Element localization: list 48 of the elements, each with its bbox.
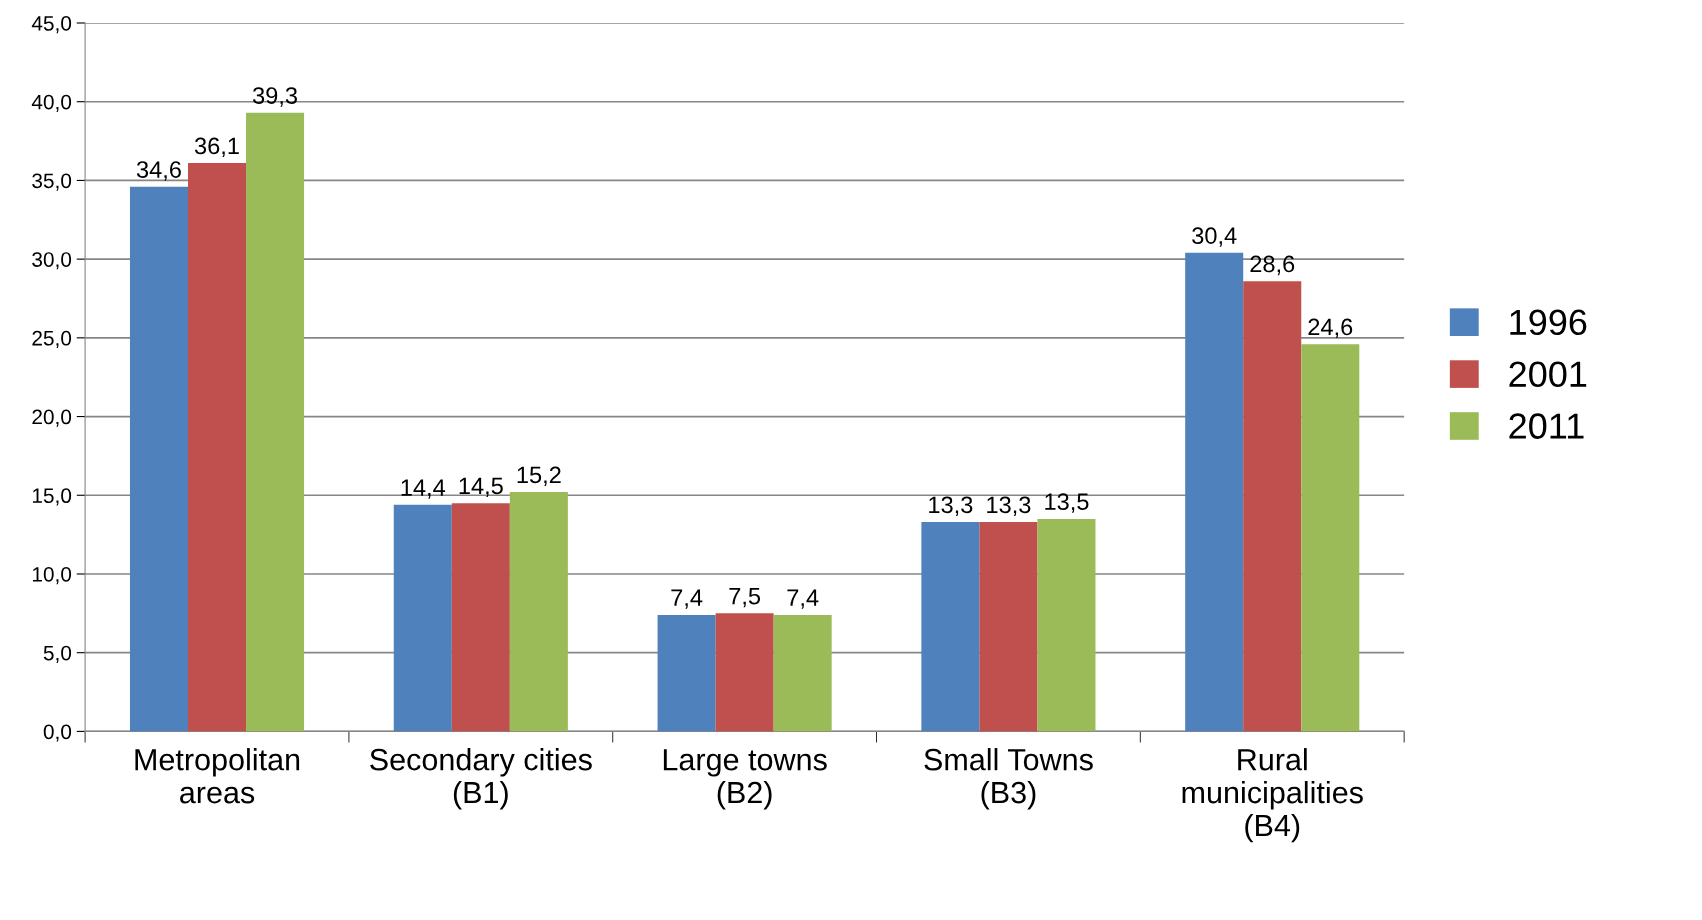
x-tick-label: Metropolitan areas [135,748,300,804]
data-label: 15,2 [517,466,561,487]
y-tick-label: 20,0 [32,409,72,427]
data-label: 13,3 [987,496,1031,516]
bar [1301,344,1360,732]
data-label: 7,4 [787,589,819,609]
data-label: 30,4 [1192,227,1237,247]
y-tick-label: 45,0 [31,16,72,34]
data-label: 14,5 [459,477,503,498]
data-label: 24,6 [1308,318,1353,339]
bar [921,522,980,732]
y-tick-label: 40,0 [31,94,72,112]
bar [509,492,568,732]
x-tick-label: Secondary cities (B1) [370,748,592,810]
data-label: 28,6 [1250,255,1295,276]
legend-label: 2011 [1509,413,1584,439]
y-tick-label: 5,0 [43,645,72,663]
y-tick-label: 30,0 [32,252,72,270]
legend-label: 1996 [1510,309,1587,336]
data-label: 13,3 [929,496,973,516]
data-label: 34,6 [136,161,181,181]
data-label: 14,4 [401,479,446,499]
bar [1185,252,1244,732]
x-tick-label: Large towns (B2) [663,749,827,810]
y-tick-label: 15,0 [32,488,72,506]
y-tick-label: 10,0 [32,566,72,585]
y-tick-label: 35,0 [32,173,72,191]
data-label: 7,4 [671,589,703,609]
bar [451,503,510,732]
x-tick-label: Small Towns (B3) [924,748,1093,810]
bar [393,504,452,732]
bar [129,186,188,732]
legend-label: 2001 [1509,361,1587,387]
data-label: 39,3 [252,87,297,107]
data-label: 13,5 [1045,493,1089,513]
bar [1243,281,1302,732]
y-tick-label: 0,0 [43,724,72,742]
bar [657,614,716,732]
data-label: 7,5 [729,588,761,608]
y-tick-label: 25,0 [32,330,72,349]
x-tick-label: Rural municipalities (B4) [1182,748,1363,843]
bar [1037,518,1096,732]
bar [979,522,1038,732]
bar [715,613,774,732]
bar [246,112,305,732]
data-label: 36,1 [194,137,239,158]
bar [187,163,247,732]
bar [773,614,832,732]
